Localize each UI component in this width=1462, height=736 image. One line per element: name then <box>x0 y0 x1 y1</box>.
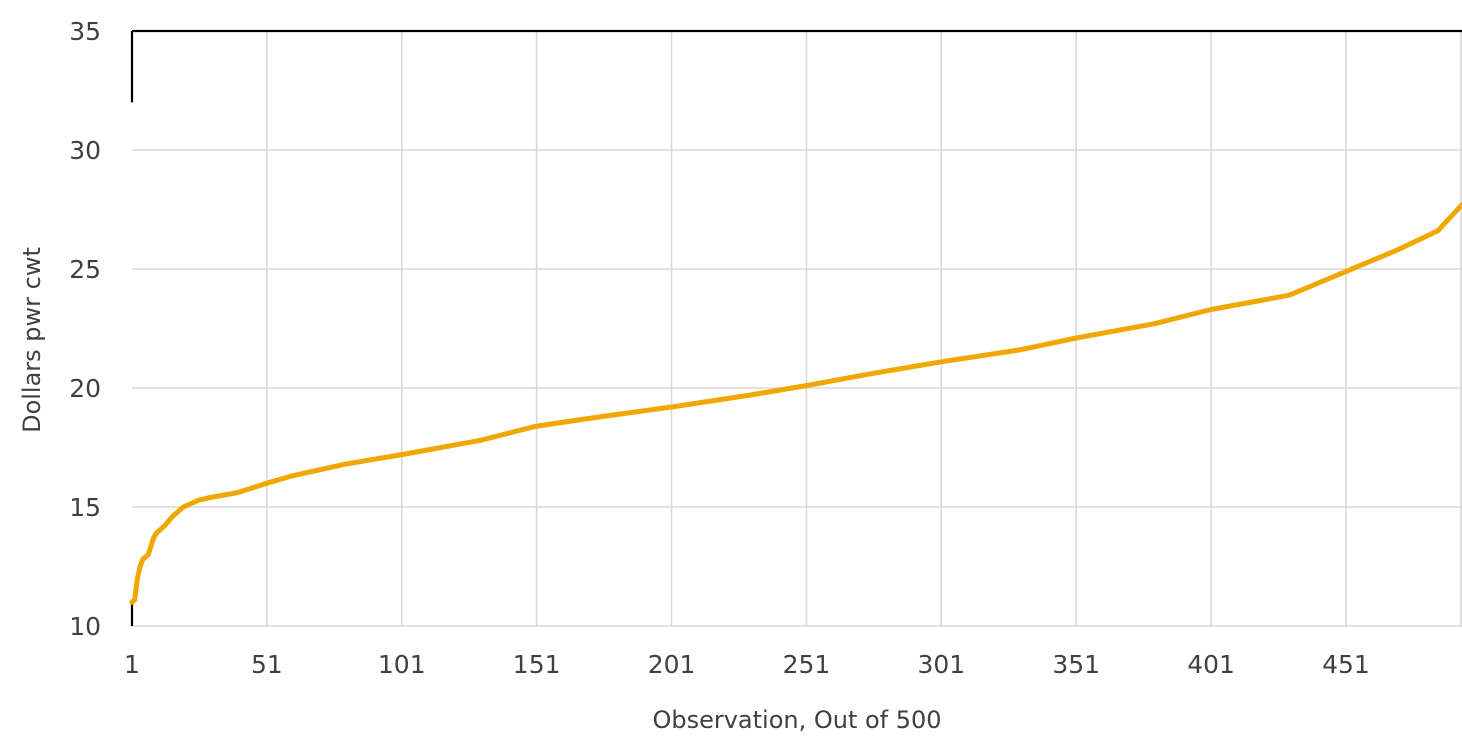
y-tick-label: 20 <box>69 374 101 403</box>
y-tick-label: 10 <box>69 612 101 641</box>
x-axis-title: Observation, Out of 500 <box>652 706 941 734</box>
y-tick-label: 25 <box>69 255 101 284</box>
x-tick-label: 51 <box>251 650 283 679</box>
y-tick-label: 30 <box>69 136 101 165</box>
x-tick-label: 351 <box>1052 650 1100 679</box>
x-tick-label: 1 <box>124 650 140 679</box>
y-tick-label: 15 <box>69 493 101 522</box>
x-tick-label: 201 <box>648 650 696 679</box>
plot-frame <box>130 29 1462 626</box>
series-line <box>129 202 1462 605</box>
y-axis-ticks: 10 15 20 25 30 35 <box>69 17 101 641</box>
y-axis-title: Dollars pwr cwt <box>18 247 46 433</box>
x-tick-label: 401 <box>1187 650 1235 679</box>
x-tick-label: 451 <box>1322 650 1370 679</box>
series-layer <box>129 202 1462 605</box>
x-tick-label: 301 <box>917 650 965 679</box>
grid-lines <box>132 31 1462 627</box>
x-tick-label: 151 <box>513 650 561 679</box>
y-tick-label: 35 <box>69 17 101 46</box>
x-axis-ticks: 1 51 101 151 201 251 301 351 401 451 <box>124 650 1370 679</box>
x-tick-label: 101 <box>378 650 426 679</box>
x-tick-label: 251 <box>783 650 831 679</box>
